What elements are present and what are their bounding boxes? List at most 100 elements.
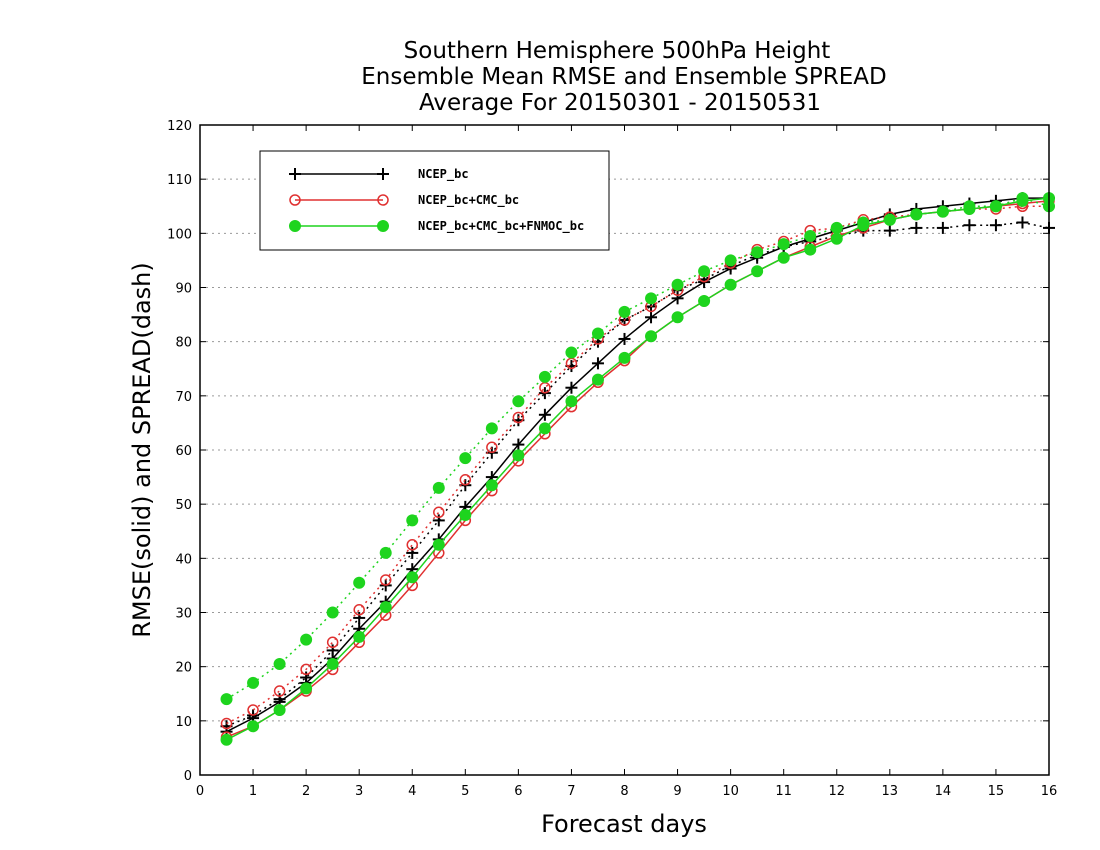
spread-point (1016, 216, 1029, 229)
spread-point (459, 452, 472, 465)
rmse-point (565, 395, 578, 408)
x-tick-label: 9 (673, 784, 681, 799)
spread-point (777, 238, 790, 251)
spread-point (671, 278, 684, 291)
spread-point (379, 546, 392, 559)
chart-title-line-1: Southern Hemisphere 500hPa Height (404, 38, 831, 64)
data-series (220, 192, 1055, 746)
spread-point (989, 219, 1002, 232)
rmse-point (989, 200, 1002, 213)
rmse-point (432, 538, 445, 551)
x-tick-label: 14 (935, 784, 952, 799)
y-tick-label: 70 (175, 390, 192, 405)
y-tick-label: 90 (175, 282, 192, 297)
spread-point (326, 636, 339, 649)
y-tick-label: 60 (175, 444, 192, 459)
spread-point (273, 657, 286, 670)
rmse-point (963, 202, 976, 215)
x-tick-label: 12 (828, 784, 845, 799)
spread-line-2 (226, 197, 1050, 700)
spread-point (751, 246, 764, 259)
rmse-point (698, 295, 711, 308)
rmse-point (724, 278, 737, 291)
rmse-point (512, 449, 525, 462)
y-tick-label: 80 (175, 336, 192, 351)
series-2 (220, 192, 1055, 746)
spread-point (724, 254, 737, 267)
legend-item-0: NCEP_bc (289, 167, 469, 182)
spread-point (432, 514, 445, 527)
x-tick-label: 3 (355, 784, 363, 799)
spread-point (512, 395, 525, 408)
rmse-point (936, 205, 949, 218)
spread-point (432, 481, 445, 494)
rmse-point (591, 357, 604, 370)
x-tick-label: 2 (302, 784, 310, 799)
spread-point (300, 663, 312, 676)
rmse-point (485, 479, 498, 492)
x-tick-label: 1 (249, 784, 257, 799)
rmse-point (247, 720, 260, 733)
x-tick-label: 6 (514, 784, 522, 799)
legend-label: NCEP_bc+CMC_bc (418, 193, 519, 208)
rmse-point (804, 243, 817, 256)
y-tick-label: 100 (167, 227, 192, 242)
rmse-point (618, 351, 631, 364)
rmse-point (565, 381, 578, 394)
rmse-point (512, 438, 525, 451)
spread-point (406, 514, 419, 527)
rmse-point (671, 292, 684, 305)
spread-point (379, 574, 392, 586)
x-axis-ticks: 0 1 2 3 4 5 6 7 8 9 10 11 12 13 14 15 16 (196, 125, 1057, 799)
rmse-point (220, 733, 233, 746)
spread-point (353, 604, 365, 616)
spread-point (406, 546, 419, 559)
rmse-point (777, 251, 790, 264)
rmse-point (353, 630, 366, 643)
spread-point (433, 506, 445, 519)
legend-marker (289, 168, 301, 180)
series-1 (220, 195, 1055, 743)
spread-point (220, 717, 233, 730)
legend-label: NCEP_bc+CMC_bc+FNMOC_bc (418, 219, 584, 234)
y-tick-label: 20 (175, 661, 192, 676)
spread-point (247, 704, 259, 716)
legend-marker (377, 220, 389, 232)
spread-point (300, 633, 313, 646)
rmse-point (618, 332, 631, 345)
spread-line-0 (226, 221, 1050, 727)
spread-point (538, 370, 551, 383)
x-tick-label: 5 (461, 784, 469, 799)
spread-point (618, 305, 631, 318)
y-tick-label: 50 (175, 498, 192, 513)
rmse-point (1016, 194, 1029, 207)
rmse-point (379, 601, 392, 614)
chart-title-line-3: Average For 20150301 - 20150531 (419, 90, 821, 116)
gridlines (200, 178, 1049, 722)
rmse-point (273, 704, 286, 716)
y-tick-label: 40 (175, 552, 192, 567)
spread-point (353, 611, 366, 624)
rmse-point (459, 509, 472, 521)
spread-point (486, 441, 498, 454)
legend-marker (377, 168, 389, 180)
rmse-line-2 (226, 197, 1050, 741)
rmse-point (830, 232, 843, 245)
rmse-point (326, 657, 339, 670)
spread-point (273, 685, 286, 697)
rmse-point (910, 208, 923, 221)
spread-point (910, 221, 923, 234)
spread-point (645, 292, 658, 305)
x-tick-label: 10 (722, 784, 739, 799)
rmse-point (645, 311, 658, 324)
x-tick-label: 4 (408, 784, 416, 799)
x-tick-label: 8 (620, 784, 628, 799)
legend-label: NCEP_bc (418, 167, 469, 182)
spread-point (326, 606, 339, 619)
rmse-point (406, 571, 419, 584)
legend: NCEP_bc NCEP_bc+CMC_bc NCEP_bc+CMC_bc+FNMO… (259, 150, 610, 251)
legend-marker (289, 194, 301, 206)
spread-point (512, 411, 525, 424)
spread-point (485, 422, 498, 435)
